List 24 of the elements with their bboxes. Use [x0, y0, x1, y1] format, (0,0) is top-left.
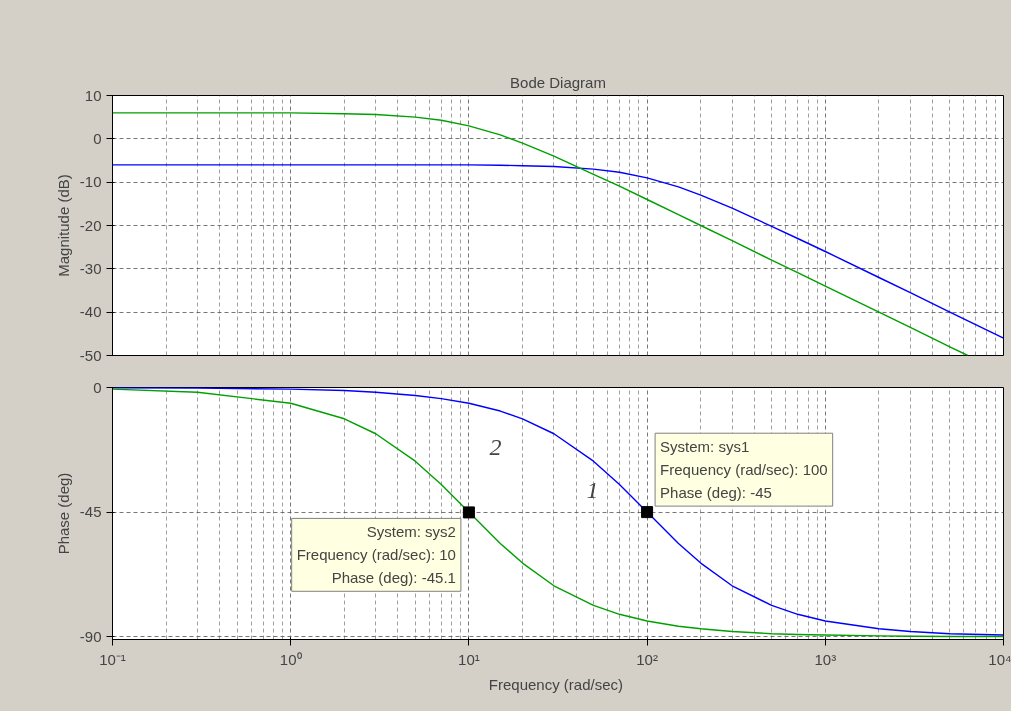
y-tick-label: 10 [84, 86, 102, 104]
y-axis-title: Magnitude (dB) [54, 174, 72, 277]
y-tick-label: 0 [93, 129, 102, 147]
annotation: 1 [586, 477, 599, 503]
annotation: System: sys1 Frequency (rad/sec): 100 Phase (deg): -45 [660, 438, 828, 502]
y-axis-title: Phase (deg) [54, 472, 72, 555]
y-tick-label: -30 [79, 259, 102, 277]
annotation: System: sys2 Frequency (rad/sec): 10 Phase (deg): -45.1 [296, 523, 456, 587]
y-tick-label: -50 [79, 346, 102, 364]
x-tick-label: 10¹ [458, 650, 480, 668]
annotation: 2 [489, 434, 502, 460]
y-tick-label: -20 [79, 216, 102, 234]
chart-title: Bode Diagram [510, 73, 606, 91]
x-tick-label: 10⁰ [279, 650, 302, 668]
x-axis-title: Frequency (rad/sec) [488, 675, 624, 693]
x-tick-label: 10⁴ [988, 650, 1011, 668]
y-tick-label: -40 [79, 303, 102, 321]
x-tick-label: 10⁻¹ [99, 650, 126, 668]
y-tick-label: -90 [79, 627, 102, 645]
y-tick-label: -10 [79, 173, 102, 191]
x-tick-label: 10² [636, 650, 658, 668]
y-tick-label: -45 [79, 503, 102, 521]
x-tick-label: 10³ [814, 650, 837, 668]
y-tick-label: 0 [93, 378, 102, 396]
